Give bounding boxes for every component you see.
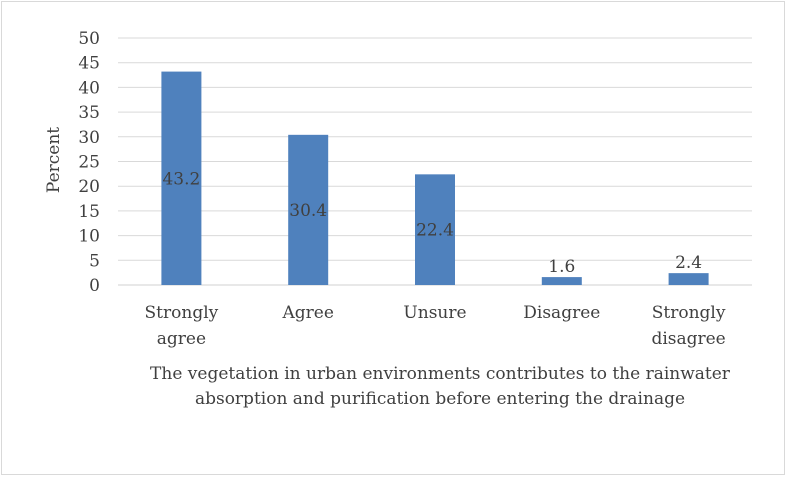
y-tick-labels: 0 5 10 15 20 25 30 35 40 45 50 (78, 29, 100, 296)
y-tick-label: 50 (78, 29, 100, 49)
bar (668, 273, 709, 285)
y-tick-label: 5 (89, 251, 100, 271)
y-tick-label: 35 (78, 103, 100, 123)
data-label: 30.4 (289, 201, 327, 221)
bar (288, 134, 329, 285)
category-label: Strongly (652, 303, 726, 323)
y-tick-label: 25 (78, 153, 100, 173)
data-label: 1.6 (548, 257, 575, 277)
y-tick-label: 20 (78, 177, 100, 197)
y-tick-label: 45 (78, 54, 100, 74)
y-tick-label: 15 (78, 202, 100, 222)
y-tick-label: 40 (78, 78, 100, 98)
bars (161, 71, 709, 285)
x-axis-label: The vegetation in urban environments con… (150, 364, 730, 409)
bar (161, 71, 202, 285)
data-labels: 43.2 30.4 22.4 1.6 2.4 (162, 169, 702, 277)
bar (541, 277, 582, 285)
chart-frame (1, 1, 785, 475)
category-label: Unsure (403, 303, 466, 323)
y-tick-label: 0 (89, 276, 100, 296)
category-labels: Strongly agree Agree Unsure Disagree Strongly… (145, 303, 726, 349)
data-label: 2.4 (675, 253, 702, 273)
category-label: disagree (651, 329, 725, 349)
bar (415, 174, 455, 285)
y-tick-label: 30 (78, 128, 100, 148)
gridlines (118, 37, 752, 286)
y-axis-label: Percent (44, 127, 64, 193)
category-label: Strongly (145, 303, 219, 323)
category-label: Agree (281, 303, 333, 323)
y-tick-label: 10 (78, 227, 100, 247)
category-label: agree (157, 329, 206, 349)
data-label: 22.4 (416, 221, 454, 241)
category-label: Disagree (523, 303, 600, 323)
data-label: 43.2 (162, 169, 200, 189)
